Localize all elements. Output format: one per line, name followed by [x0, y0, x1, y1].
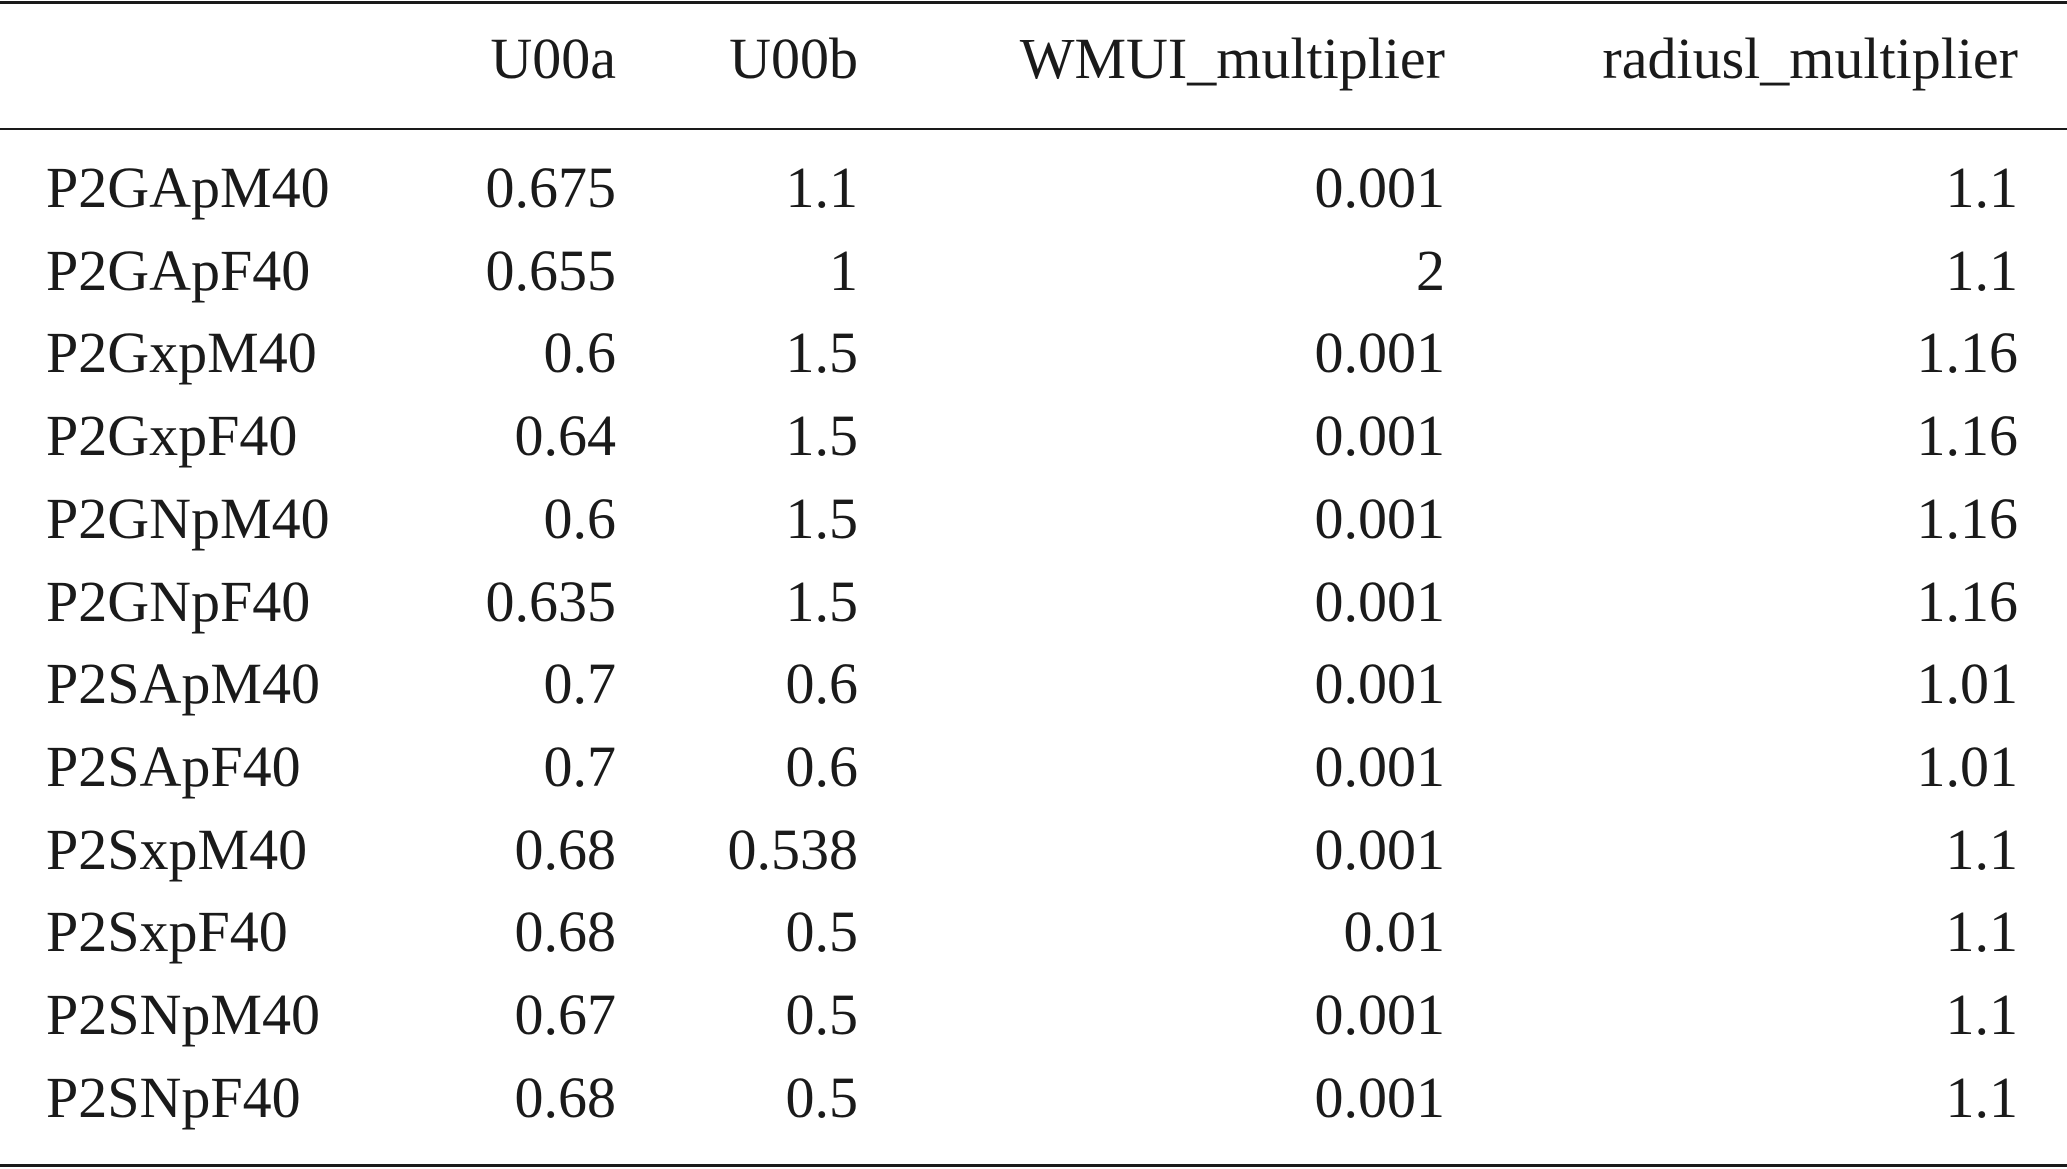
table-cell: 0.7 — [543, 733, 617, 799]
table-cell: 0.64 — [514, 403, 617, 469]
table-cell: 0.001 — [1314, 733, 1446, 799]
table-cell: 0.001 — [1314, 568, 1446, 634]
table-cell: 0.6 — [543, 320, 617, 386]
bottom-rule — [0, 1164, 2067, 1167]
table-cell: 0.538 — [727, 816, 859, 882]
table-cell: 1.1 — [1945, 155, 2019, 220]
table-cell: 1.16 — [1916, 320, 2019, 386]
table-cell: 0.655 — [485, 237, 617, 303]
table-cell: 0.001 — [1314, 403, 1446, 469]
table-cell: 0.001 — [1314, 651, 1446, 717]
column-header: radiusl_multiplier — [1602, 26, 2018, 91]
row-label: P2GxpF40 — [46, 403, 298, 469]
table-cell: 0.67 — [514, 982, 617, 1047]
header-rule — [0, 128, 2067, 130]
table-cell: 0.5 — [785, 899, 859, 965]
table-cell: 1.1 — [785, 155, 859, 220]
row-label: P2SNpF40 — [46, 1064, 301, 1130]
table-cell: 1.16 — [1916, 568, 2019, 634]
table-cell: 1.5 — [785, 403, 859, 469]
table-cell: 1.5 — [785, 485, 859, 551]
table-cell: 0.68 — [514, 816, 617, 882]
table-cell: 0.6 — [785, 733, 859, 799]
row-label: P2GxpM40 — [46, 320, 317, 386]
table-cell: 0.001 — [1314, 1064, 1446, 1130]
table-cell: 0.6 — [543, 485, 617, 551]
table-cell: 0.5 — [785, 1064, 859, 1130]
table-cell: 0.68 — [514, 899, 617, 965]
row-label: P2SNpM40 — [46, 982, 320, 1047]
table-cell: 2 — [1416, 237, 1445, 303]
row-label: P2GApF40 — [46, 237, 311, 303]
table-cell: 0.001 — [1314, 816, 1446, 882]
table-cell: 1.1 — [1945, 816, 2019, 882]
table-cell: 0.001 — [1314, 155, 1446, 220]
table-cell: 1.1 — [1945, 237, 2019, 303]
table-cell: 1.5 — [785, 568, 859, 634]
table-cell: 0.001 — [1314, 982, 1446, 1047]
table-cell: 1.16 — [1916, 403, 2019, 469]
table-cell: 1 — [829, 237, 858, 303]
table-cell: 0.635 — [485, 568, 617, 634]
table-cell: 0.7 — [543, 651, 617, 717]
table-cell: 1.1 — [1945, 899, 2019, 965]
table-cell: 0.01 — [1343, 899, 1446, 965]
row-label: P2SxpM40 — [46, 816, 308, 882]
row-label: P2GApM40 — [46, 155, 330, 220]
row-label: P2SApM40 — [46, 651, 320, 717]
table-cell: 1.01 — [1916, 651, 2019, 717]
column-header: U00a — [490, 26, 616, 91]
table-cell: 0.68 — [514, 1064, 617, 1130]
row-label: P2GNpF40 — [46, 568, 311, 634]
table-cell: 0.675 — [485, 155, 617, 220]
top-rule — [0, 1, 2067, 4]
table-cell: 1.1 — [1945, 982, 2019, 1047]
table-cell: 0.6 — [785, 651, 859, 717]
table-cell: 1.16 — [1916, 485, 2019, 551]
table-cell: 1.1 — [1945, 1064, 2019, 1130]
column-header: WMUI_multiplier — [1019, 26, 1445, 91]
column-header: U00b — [729, 26, 858, 91]
row-label: P2SApF40 — [46, 733, 301, 799]
row-label: P2GNpM40 — [46, 485, 330, 551]
table-cell: 0.5 — [785, 982, 859, 1047]
table-cell: 1.01 — [1916, 733, 2019, 799]
table-cell: 0.001 — [1314, 485, 1446, 551]
table-cell: 1.5 — [785, 320, 859, 386]
row-label: P2SxpF40 — [46, 899, 288, 965]
table-cell: 0.001 — [1314, 320, 1446, 386]
